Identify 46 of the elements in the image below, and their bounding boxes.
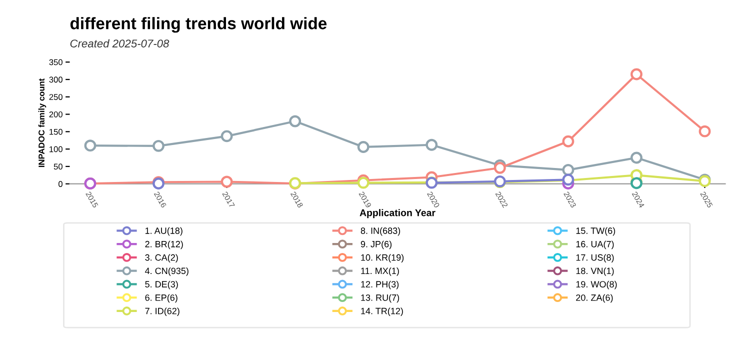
point bbox=[426, 138, 438, 151]
chart-title: different filing trends world wide bbox=[70, 17, 327, 33]
legend-label: 7. ID(62) bbox=[145, 308, 180, 316]
point bbox=[357, 176, 370, 189]
legend-label: 5. DE(3) bbox=[145, 280, 178, 290]
legend-label: 16. UA(7) bbox=[576, 240, 614, 250]
point bbox=[698, 125, 711, 138]
y-tick-label: 200 bbox=[49, 111, 62, 118]
legend-label: 19. WO(8) bbox=[576, 280, 617, 290]
point bbox=[494, 162, 506, 174]
legend-label: 6. EP(6) bbox=[145, 294, 178, 303]
legend-label: 12. PH(3) bbox=[361, 280, 399, 290]
y-axis-title: INPADOC family count bbox=[38, 78, 46, 168]
legend-label: 2. BR(12) bbox=[145, 240, 183, 250]
point bbox=[630, 152, 642, 164]
y-tick-label: 100 bbox=[50, 146, 62, 152]
legend-label: 1. AU(18) bbox=[145, 227, 182, 236]
chart-subtitle: Created 2025-07-08 bbox=[70, 39, 170, 48]
point bbox=[562, 135, 574, 148]
y-tick-label: 350 bbox=[49, 59, 62, 66]
legend-label: 20. ZA(6) bbox=[576, 294, 613, 303]
legend-label: 11. MX(1) bbox=[361, 267, 399, 276]
point bbox=[220, 176, 233, 188]
legend-label: 4. CN(935) bbox=[145, 267, 188, 276]
legend-label: 3. CA(2) bbox=[145, 254, 178, 262]
legend-label: 13. RU(7) bbox=[361, 294, 400, 303]
legend-label: 10. KR(19) bbox=[361, 254, 404, 262]
legend-label: 14. TR(12) bbox=[361, 308, 403, 316]
point bbox=[289, 115, 302, 128]
y-tick-label: 50 bbox=[54, 164, 62, 170]
legend-label: 8. IN(683) bbox=[360, 227, 400, 236]
legend-label: 18. VN(1) bbox=[576, 267, 614, 276]
y-tick-label: 250 bbox=[49, 94, 62, 100]
point bbox=[220, 130, 233, 142]
point bbox=[357, 141, 370, 153]
legend-label: 15. TW(6) bbox=[576, 227, 616, 236]
point bbox=[630, 68, 642, 80]
x-axis-title: Application Year bbox=[360, 209, 436, 218]
y-tick-label: 150 bbox=[50, 128, 62, 135]
legend-label: 9. JP(6) bbox=[360, 240, 392, 250]
point bbox=[562, 164, 574, 176]
point bbox=[84, 140, 96, 152]
legend-label: 17. US(8) bbox=[576, 254, 614, 262]
point bbox=[152, 140, 164, 152]
y-tick-label: 0 bbox=[58, 181, 62, 187]
y-tick-label: 300 bbox=[49, 76, 62, 83]
